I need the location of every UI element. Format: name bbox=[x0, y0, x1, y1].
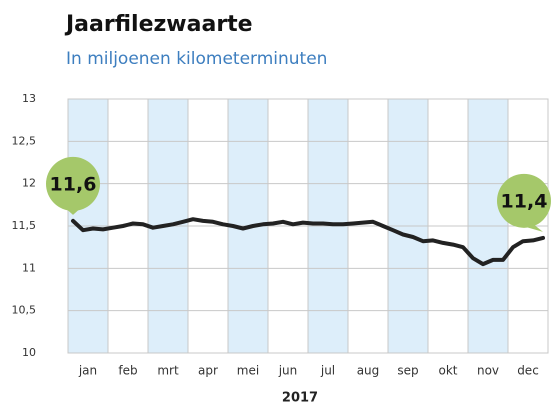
x-tick-label: jun bbox=[278, 364, 298, 378]
x-tick-label: dec bbox=[517, 364, 539, 378]
y-tick-label: 10,5 bbox=[12, 304, 37, 317]
x-tick-label: okt bbox=[439, 364, 458, 378]
y-tick-label: 13 bbox=[22, 92, 36, 105]
x-tick-label: mrt bbox=[157, 364, 179, 378]
data-label: 11,6 bbox=[50, 173, 97, 195]
y-tick-label: 11,5 bbox=[12, 219, 37, 232]
data-line bbox=[71, 217, 545, 267]
x-tick-label: apr bbox=[198, 364, 218, 378]
x-tick-label: jan bbox=[78, 364, 97, 378]
y-tick-label: 10 bbox=[22, 346, 36, 359]
x-tick-label: feb bbox=[118, 364, 137, 378]
x-tick-label: jul bbox=[320, 364, 335, 378]
callout-bubble bbox=[46, 156, 100, 211]
y-tick-label: 12,5 bbox=[12, 134, 37, 147]
x-tick-label: sep bbox=[397, 364, 418, 378]
x-tick-label: mei bbox=[237, 364, 259, 378]
x-axis-label: 2017 bbox=[282, 391, 318, 406]
plot-frame bbox=[67, 98, 549, 354]
chart-title: Jaarfilezwaarte bbox=[64, 12, 253, 37]
data-label: 11,4 bbox=[501, 190, 548, 212]
x-tick-label: nov bbox=[477, 364, 499, 378]
y-tick-label: 11 bbox=[22, 261, 36, 274]
callout-bubble bbox=[497, 173, 551, 228]
chart-subtitle: In miljoenen kilometerminuten bbox=[66, 49, 327, 69]
x-tick-label: aug bbox=[357, 364, 380, 378]
y-tick-label: 12 bbox=[22, 177, 36, 190]
